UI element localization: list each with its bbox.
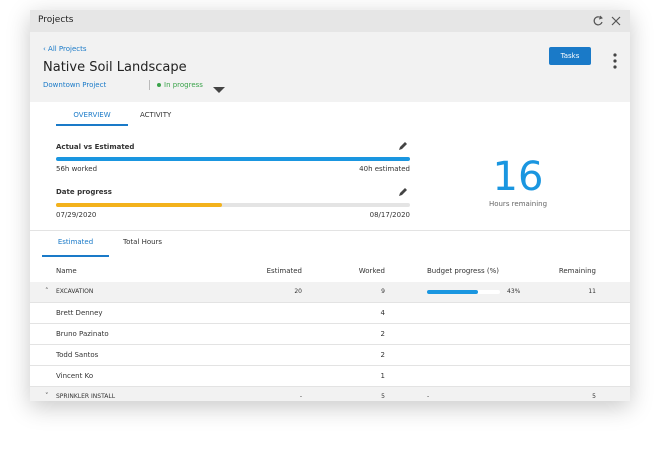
row-divider	[30, 344, 630, 345]
cell: 2	[380, 330, 385, 338]
card-label: Date progress	[56, 188, 112, 196]
cell: 2	[380, 351, 385, 359]
project-link[interactable]: Downtown Project	[43, 81, 107, 89]
window-controls[interactable]	[592, 15, 624, 27]
column-header: Remaining	[558, 267, 596, 275]
row-divider	[30, 302, 630, 303]
card-label: Actual vs Estimated	[56, 143, 135, 151]
cell: 11	[588, 288, 596, 295]
status-dot	[157, 83, 161, 87]
table-tab-active[interactable]: Estimated	[57, 238, 94, 246]
tab[interactable]: ACTIVITY	[140, 111, 172, 119]
tasks-button[interactable]: Tasks	[549, 47, 591, 65]
group-row	[30, 282, 630, 302]
cell: -	[299, 393, 302, 400]
tab-indicator	[56, 124, 128, 126]
end-date: 08/17/2020	[369, 211, 410, 219]
cell: 1	[380, 372, 385, 380]
window-title: Projects	[38, 15, 74, 25]
back-link[interactable]: ‹ All Projects	[43, 45, 87, 53]
estimated-label: 40h estimated	[359, 165, 410, 173]
hours-bar	[56, 157, 410, 161]
hours-remaining-label: Hours remaining	[488, 200, 548, 208]
cell: Brett Denney	[56, 309, 103, 317]
title-bar	[30, 10, 630, 32]
edit-icon[interactable]	[398, 141, 408, 151]
status-dropdown[interactable]	[213, 87, 225, 93]
hours-remaining-value: 16	[492, 154, 544, 200]
row-divider	[30, 365, 630, 366]
column-header: Name	[56, 267, 77, 275]
expand-icon: ˄	[45, 287, 49, 295]
budget-bar	[427, 290, 478, 294]
column-header: Budget progress (%)	[427, 267, 499, 275]
edit-icon[interactable]	[398, 187, 408, 197]
tab-active[interactable]: OVERVIEW	[73, 111, 111, 119]
status: In progress	[164, 81, 203, 89]
divider	[30, 230, 630, 231]
group-row	[30, 387, 630, 401]
cell: SPRINKLER INSTALL	[56, 393, 116, 400]
tab-indicator	[42, 255, 109, 257]
cell: Bruno Pazinato	[56, 330, 109, 338]
cell: EXCAVATION	[56, 288, 94, 295]
cell: 5	[592, 393, 596, 400]
cell: 20	[294, 288, 302, 295]
window: Projects ‹ All Projects Native Soil Land…	[30, 10, 630, 401]
column-header: Worked	[358, 267, 385, 275]
cell: 9	[381, 288, 385, 295]
row-divider	[30, 323, 630, 324]
separator	[149, 80, 150, 90]
start-date: 07/29/2020	[56, 211, 97, 219]
cell: 43%	[507, 288, 521, 295]
cell: 5	[381, 393, 385, 400]
worked-label: 56h worked	[56, 165, 98, 173]
table-tab[interactable]: Total Hours	[123, 238, 163, 246]
date-bar	[56, 203, 222, 207]
cell: Vincent Ko	[56, 372, 94, 380]
cell: -	[427, 393, 430, 400]
back-link-text[interactable]: All Projects	[48, 45, 87, 53]
row-divider	[30, 386, 630, 387]
project-title: Native Soil Landscape	[43, 60, 187, 75]
more-menu[interactable]	[612, 52, 618, 72]
cell: 4	[380, 309, 385, 317]
cell: Todd Santos	[56, 351, 99, 359]
expand-icon: ˅	[45, 392, 49, 400]
column-header: Estimated	[266, 267, 302, 275]
date-track	[56, 203, 410, 207]
header	[30, 32, 630, 102]
